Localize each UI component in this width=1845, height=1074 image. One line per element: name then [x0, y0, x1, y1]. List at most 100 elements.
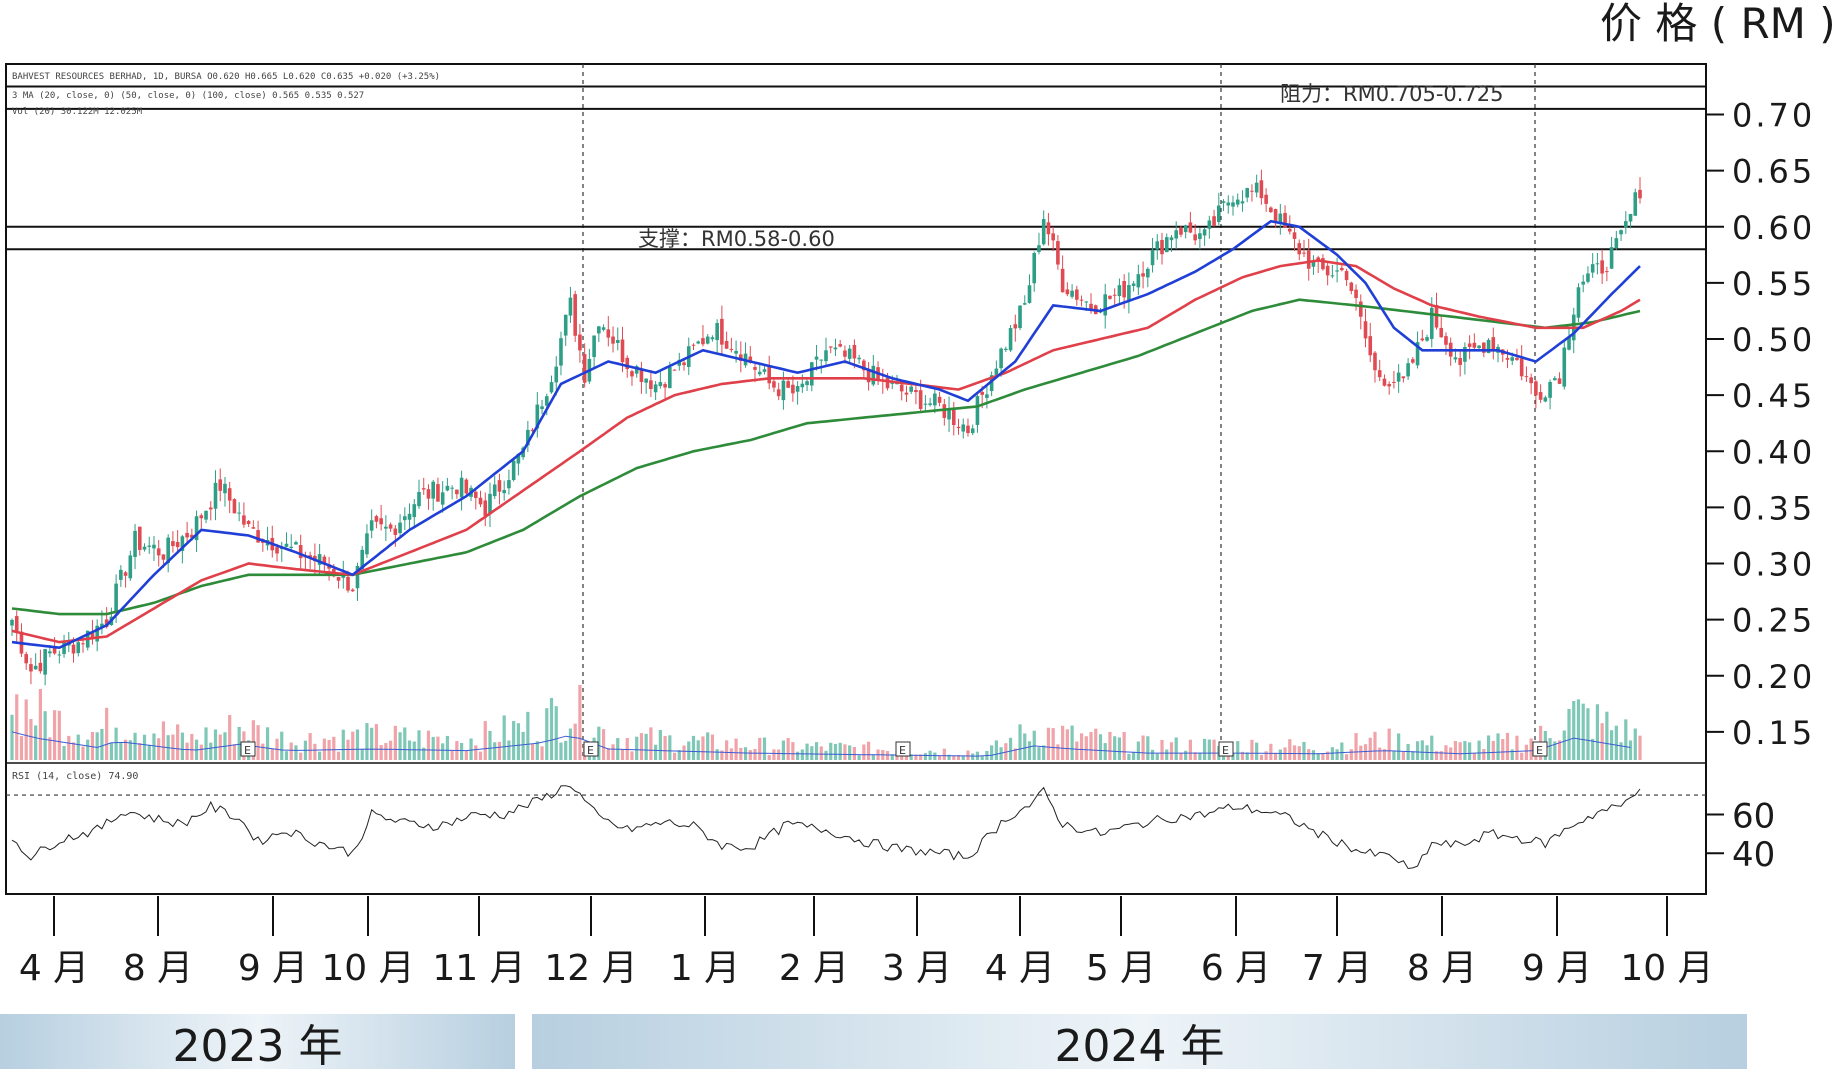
volume-bar	[502, 715, 506, 760]
candle-body	[781, 380, 786, 401]
candle-body	[1060, 268, 1065, 293]
candle-body	[1543, 397, 1548, 402]
volume-bar	[256, 725, 260, 760]
candle-body	[1605, 271, 1609, 273]
candle-body	[62, 641, 66, 655]
volume-bar	[961, 755, 965, 760]
candle-body	[43, 649, 47, 675]
candle-body	[1198, 233, 1202, 240]
candle-body	[1146, 268, 1150, 278]
candle-body	[554, 366, 559, 383]
volume-bar	[758, 737, 762, 760]
volume-bar	[649, 727, 653, 760]
volume-bar	[81, 746, 85, 760]
candle-body	[1354, 289, 1358, 299]
volume-bar	[545, 708, 549, 760]
volume-bar	[1368, 737, 1372, 760]
volume-bar	[1415, 741, 1420, 760]
resistance-label: 阻力：RM0.705-0.725	[1280, 82, 1504, 106]
volume-bar	[1378, 747, 1382, 760]
x-month-label: 5 月	[1086, 948, 1156, 989]
candle-body	[786, 381, 790, 388]
volume-bar	[1562, 730, 1566, 760]
candle-body	[473, 491, 478, 498]
volume-bar	[701, 736, 705, 760]
candle-body	[137, 526, 142, 550]
volume-bar	[706, 732, 710, 760]
candle-body	[1614, 238, 1619, 249]
candle-body	[563, 314, 568, 336]
rsi-label: RSI (14, close) 74.90	[12, 771, 138, 782]
volume-bar	[1572, 700, 1576, 760]
volume-bar	[431, 736, 435, 760]
volume-bar	[483, 721, 487, 760]
candle-body	[795, 386, 800, 392]
candle-body	[933, 393, 937, 406]
candle-body	[573, 294, 577, 336]
candle-body	[1075, 289, 1079, 300]
volume-bar	[493, 742, 497, 760]
candle-body	[24, 654, 28, 664]
volume-bar	[1155, 753, 1159, 760]
volume-bar	[914, 754, 918, 760]
earnings-marker-letter: E	[1536, 744, 1543, 757]
candle-body	[644, 378, 648, 383]
volume-bar	[43, 711, 47, 760]
candle-body	[1392, 381, 1396, 383]
volume-bar	[1184, 750, 1188, 760]
volume-bar	[1193, 752, 1197, 760]
candle-body	[1349, 282, 1354, 291]
candle-body	[516, 453, 521, 464]
candle-body	[748, 356, 753, 363]
candle-body	[701, 338, 705, 345]
volume-bar	[971, 753, 975, 760]
candle-body	[838, 344, 842, 347]
candle-body	[1004, 348, 1008, 351]
volume-bar	[1250, 739, 1254, 760]
x-month-label: 9 月	[1522, 948, 1592, 989]
candle-body	[1202, 229, 1207, 236]
volume-bar	[1198, 752, 1202, 760]
candle-body	[720, 318, 724, 345]
candle-body	[459, 477, 464, 498]
candle-body	[317, 554, 322, 565]
volume-bar	[261, 743, 265, 760]
volume-bar	[848, 745, 852, 760]
candle-body	[928, 403, 932, 405]
volume-bar	[322, 738, 326, 760]
volume-bar	[1557, 740, 1562, 760]
candle-body	[1160, 239, 1164, 255]
candle-body	[1235, 199, 1240, 205]
volume-bar	[994, 740, 998, 760]
earnings-marker-letter: E	[587, 744, 594, 757]
candle-body	[970, 428, 975, 434]
candle-body	[1567, 336, 1571, 350]
volume-bar	[956, 755, 961, 760]
y-axis: 0.70 0.65 0.60 0.55 0.50 0.45 0.40 0.35 0.30 0.25…	[1706, 97, 1812, 875]
volume-bar	[109, 742, 113, 760]
volume-bar	[469, 738, 473, 760]
candle-body	[1041, 219, 1046, 245]
volume-bar	[185, 742, 189, 760]
volume-bar	[1240, 751, 1245, 760]
volume-bar	[1027, 741, 1032, 760]
volume-bar	[1397, 733, 1401, 760]
volume-bar	[601, 729, 606, 760]
volume-bar	[786, 738, 790, 760]
volume-bar	[1288, 739, 1292, 760]
volume-bar	[1567, 708, 1571, 760]
x-month-label: 8 月	[123, 948, 193, 989]
candle-body	[1056, 241, 1060, 265]
candle-body	[256, 530, 260, 543]
volume-bar	[284, 751, 289, 760]
candle-body	[961, 424, 966, 432]
volume-bar	[559, 742, 563, 760]
volume-bar	[488, 730, 492, 760]
candle-body	[1463, 347, 1467, 362]
candle-body	[530, 429, 535, 432]
volume-bar	[885, 751, 890, 760]
candle-body	[559, 338, 563, 366]
volume-bar	[1610, 730, 1614, 760]
volume-bar	[384, 743, 388, 760]
volume-bar	[142, 734, 147, 760]
